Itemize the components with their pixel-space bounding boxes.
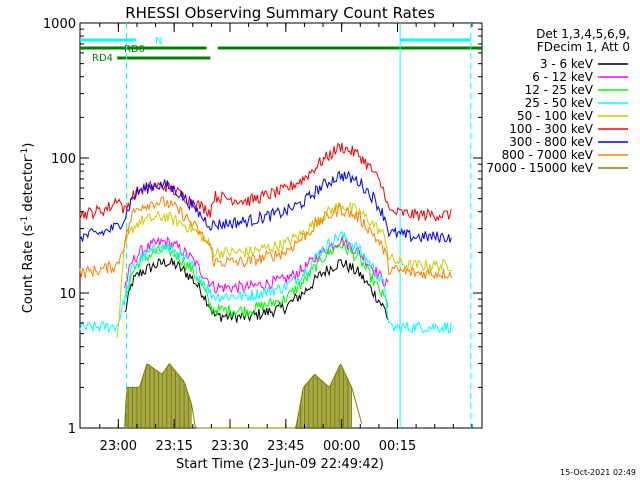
legend-label: 25 - 50 keV — [525, 96, 594, 110]
flag-label: N — [155, 36, 162, 47]
x-axis-label: Start Time (23-Jun-09 22:49:42) — [176, 457, 384, 472]
y-axis-label-part: ) — [21, 143, 36, 148]
legend-label: 800 - 7000 keV — [502, 148, 594, 162]
y-axis-label-part: -1 — [20, 216, 30, 225]
series-line — [124, 239, 389, 318]
x-tick-label: 23:00 — [100, 439, 137, 454]
y-tick-label: 1 — [68, 422, 76, 437]
legend-label: 12 - 25 keV — [525, 83, 594, 97]
series-line — [79, 170, 452, 243]
series-line — [79, 142, 452, 222]
flag-label: RD4 — [92, 53, 113, 64]
x-tick-label: 23:15 — [155, 439, 192, 454]
x-tick-label: 23:45 — [267, 439, 304, 454]
legend-label: 50 - 100 keV — [517, 109, 594, 123]
series-line — [124, 257, 389, 323]
series-layer — [79, 142, 453, 429]
chart-title: RHESSI Observing Summary Count Rates — [125, 4, 435, 22]
legend-header-line: Det 1,3,4,5,6,9, — [536, 27, 630, 41]
y-axis-label-part: -1 — [20, 148, 30, 157]
series-line — [79, 230, 452, 334]
y-axis-label-part: detector — [21, 156, 36, 216]
y-tick-label: 1000 — [43, 17, 76, 32]
legend-header-line: FDecim 1, Att 0 — [537, 40, 630, 54]
legend-label: 3 - 6 keV — [540, 57, 594, 71]
series-line — [79, 196, 452, 280]
y-axis-label-part: Count Rate (s — [21, 225, 36, 314]
date-stamp: 15-Oct-2021 02:49 — [560, 468, 636, 477]
legend-label: 7000 - 15000 keV — [486, 161, 593, 175]
y-tick-label: 10 — [59, 287, 76, 302]
series-line — [116, 201, 453, 339]
legend-label: 100 - 300 keV — [509, 122, 593, 136]
legend-label: 300 - 800 keV — [509, 135, 593, 149]
x-tick-label: 00:15 — [379, 439, 416, 454]
x-tick-label: 23:30 — [211, 439, 248, 454]
y-tick-label: 100 — [51, 152, 76, 167]
vertical-marker-layer — [126, 23, 472, 428]
attenuator-flag-layer: N RD0 RD4 — [80, 36, 482, 64]
series-line — [124, 235, 389, 294]
series-line — [124, 362, 363, 429]
flag-label: RD0 — [124, 44, 145, 55]
y-axis: 1 10 100 1000 — [43, 17, 482, 437]
x-axis: 23:00 23:15 23:30 23:45 00:00 00:15 — [99, 23, 473, 454]
x-tick-label: 00:00 — [323, 439, 360, 454]
legend-label: 6 - 12 keV — [532, 70, 594, 84]
plot-frame — [79, 22, 483, 429]
y-axis-label: Count Rate (s-1 detector-1) — [20, 143, 36, 314]
